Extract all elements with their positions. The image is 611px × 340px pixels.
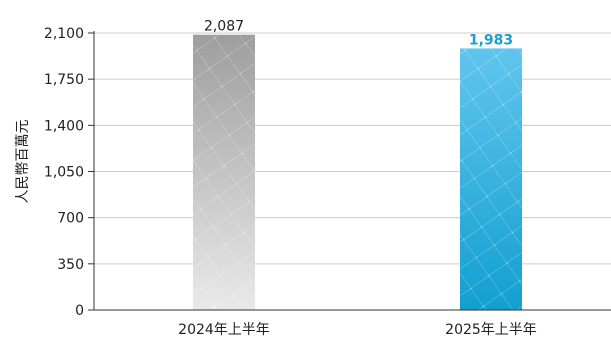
bar-texture bbox=[460, 48, 522, 310]
y-tick-label: 700 bbox=[57, 211, 84, 227]
y-tick-label: 1,400 bbox=[44, 118, 84, 134]
y-tick-label: 0 bbox=[75, 303, 84, 319]
y-axis-title: 人民幣百萬元 bbox=[15, 120, 31, 204]
y-tick-label: 2,100 bbox=[44, 26, 84, 42]
data-label: 2,087 bbox=[204, 19, 244, 35]
labels: 0 350 700 1,050 1,400 1,750 2,100 2,087 2024年上半年… bbox=[15, 19, 537, 338]
gridlines bbox=[94, 32, 611, 265]
x-tick-label: 2024年上半年 bbox=[178, 322, 270, 338]
data-label: 1,983 bbox=[469, 32, 513, 48]
bar-texture bbox=[193, 34, 255, 311]
x-tick-label: 2025年上半年 bbox=[445, 322, 537, 338]
y-tick-label: 1,750 bbox=[44, 72, 84, 88]
axes bbox=[88, 31, 611, 311]
y-tick-label: 350 bbox=[57, 257, 84, 273]
bars bbox=[193, 34, 522, 311]
y-tick-label: 1,050 bbox=[44, 165, 84, 181]
